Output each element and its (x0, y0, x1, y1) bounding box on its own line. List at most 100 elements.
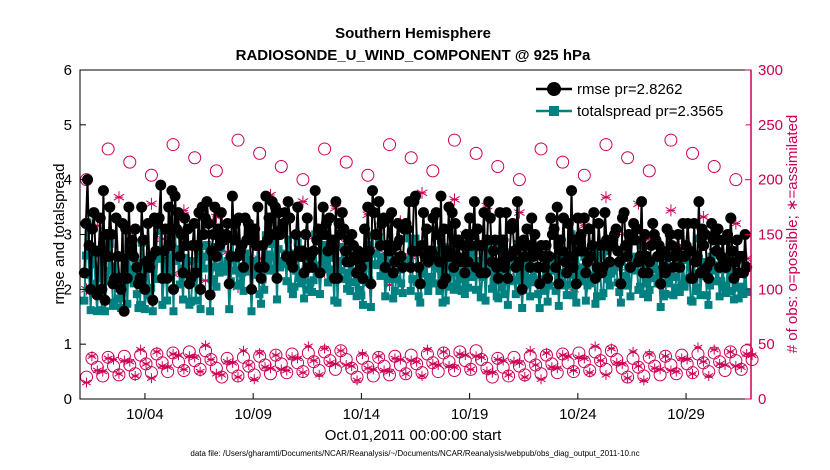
obs-assimilated-marker (563, 351, 573, 362)
spread-point (464, 283, 473, 292)
spread-point (202, 241, 211, 250)
rmse-point (741, 261, 753, 273)
rmse-point (128, 250, 140, 262)
rmse-point (410, 190, 421, 202)
rmse-point (195, 283, 207, 295)
spread-point (645, 285, 654, 294)
rmse-point (339, 245, 351, 257)
spread-point (174, 245, 183, 254)
obs-assimilated-marker (671, 366, 681, 377)
rmse-point (355, 261, 367, 273)
y-right-tick-label: 100 (758, 281, 783, 298)
obs-assimilated-marker (184, 351, 194, 362)
spread-point (534, 290, 543, 299)
spread-point (476, 293, 485, 302)
spread-point (298, 276, 307, 285)
spread-point (115, 294, 124, 303)
obs-assimilated-marker (579, 353, 589, 364)
obs-assimilated-marker (292, 353, 303, 364)
rmse-point (306, 261, 318, 273)
spread-point (155, 251, 164, 260)
rmse-point (683, 245, 695, 257)
spread-point (107, 262, 116, 271)
spread-point (473, 256, 482, 265)
rmse-point (556, 245, 568, 257)
rmse-point (246, 283, 258, 295)
rmse-point (359, 223, 371, 235)
spread-point (222, 264, 231, 273)
spread-point (199, 264, 208, 273)
spread-point (172, 256, 181, 265)
spread-point (333, 298, 342, 307)
obs-assimilated-marker (525, 345, 535, 356)
rmse-point (336, 207, 348, 219)
rmse-point (457, 239, 469, 251)
obs-assimilated-marker (655, 364, 665, 375)
rmse-point (78, 267, 90, 279)
obs-possible-marker (274, 160, 288, 174)
rmse-point (363, 245, 375, 257)
spread-point (279, 257, 288, 266)
obs-possible-marker (123, 155, 137, 169)
spread-point (452, 279, 461, 288)
spread-point (320, 263, 329, 272)
rmse-point (301, 212, 313, 224)
obs-assimilated-marker (476, 352, 487, 363)
rmse-point (191, 239, 203, 251)
rmse-point (94, 212, 106, 224)
spread-point (357, 291, 366, 300)
rmse-point (126, 234, 138, 246)
rmse-point (545, 212, 557, 224)
spread-point (239, 286, 248, 295)
spread-point (621, 271, 630, 280)
spread-point (734, 294, 743, 303)
legend-entry-rmse: rmse pr=2.8262 (577, 81, 682, 98)
spread-point (309, 276, 318, 285)
y-axis-right-label: # of obs: o=possible; ∗=assimilated (784, 115, 801, 354)
rmse-point (672, 229, 684, 240)
rmse-point (519, 250, 531, 262)
rmse-point (553, 278, 565, 290)
spread-point (593, 292, 602, 301)
rmse-point (338, 223, 350, 235)
y-left-tick-label: 2 (64, 281, 72, 298)
spread-point (672, 272, 681, 281)
rmse-point (82, 174, 94, 186)
spread-point (565, 280, 574, 289)
spread-point (712, 277, 721, 286)
obs-assimilated-marker (520, 372, 530, 383)
spread-point (465, 250, 474, 259)
obs-assimilated-marker (195, 366, 205, 377)
spread-point (550, 255, 559, 264)
spread-point (551, 286, 560, 295)
rmse-point (121, 272, 133, 284)
spread-point (489, 277, 498, 286)
spread-point (373, 261, 382, 270)
spread-point (215, 268, 224, 277)
spread-point (212, 282, 221, 291)
rmse-point (203, 218, 215, 230)
obs-possible-marker (534, 142, 548, 156)
rmse-point (468, 196, 480, 208)
y-left-tick-label: 5 (64, 117, 72, 134)
rmse-point (352, 245, 364, 257)
rmse-point (613, 256, 625, 268)
legend-entry-spread: totalspread pr=2.3565 (577, 103, 723, 120)
rmse-point (464, 212, 476, 224)
obs-assimilated-marker (422, 344, 432, 355)
spread-point (623, 281, 632, 290)
obs-assimilated-marker (747, 350, 757, 361)
obs-assimilated-marker (568, 365, 579, 376)
rmse-point (386, 207, 398, 219)
rmse-point (687, 272, 699, 284)
obs-assimilated-marker (357, 349, 368, 360)
obs-assimilated-marker (709, 344, 719, 355)
spread-point (105, 239, 114, 248)
spread-point (562, 291, 571, 300)
y-left-tick-label: 0 (64, 391, 72, 408)
obs-assimilated-marker (444, 361, 454, 372)
rmse-point (397, 261, 409, 273)
rmse-point (161, 272, 173, 284)
spread-point (693, 283, 702, 292)
legend-spread-marker (549, 106, 559, 116)
